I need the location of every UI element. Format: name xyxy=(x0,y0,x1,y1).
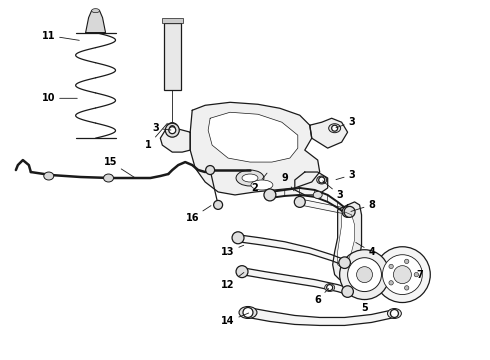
Text: 2: 2 xyxy=(251,173,267,193)
Polygon shape xyxy=(295,172,328,195)
Text: 9: 9 xyxy=(281,173,294,191)
Circle shape xyxy=(344,206,355,217)
Polygon shape xyxy=(160,128,190,152)
Ellipse shape xyxy=(325,284,335,292)
Circle shape xyxy=(170,126,175,131)
Circle shape xyxy=(405,259,409,264)
Polygon shape xyxy=(300,188,315,197)
Ellipse shape xyxy=(242,174,258,182)
Circle shape xyxy=(332,125,338,131)
Text: 15: 15 xyxy=(104,157,134,177)
Text: 14: 14 xyxy=(221,313,249,327)
Polygon shape xyxy=(338,202,347,215)
Polygon shape xyxy=(190,102,319,195)
Text: 7: 7 xyxy=(416,270,423,280)
Circle shape xyxy=(294,197,305,207)
Bar xyxy=(162,18,183,23)
Circle shape xyxy=(414,273,418,277)
Polygon shape xyxy=(238,235,344,266)
Ellipse shape xyxy=(44,172,54,180)
Ellipse shape xyxy=(313,192,322,198)
Circle shape xyxy=(347,258,382,292)
Text: 1: 1 xyxy=(145,123,168,150)
Polygon shape xyxy=(86,11,105,32)
Circle shape xyxy=(264,189,276,201)
Polygon shape xyxy=(270,190,285,198)
Circle shape xyxy=(389,264,393,269)
Polygon shape xyxy=(310,118,347,148)
Polygon shape xyxy=(328,195,338,208)
Ellipse shape xyxy=(103,174,114,182)
Circle shape xyxy=(214,201,222,210)
Ellipse shape xyxy=(317,176,327,184)
Ellipse shape xyxy=(251,180,273,190)
Bar xyxy=(164,23,181,90)
Ellipse shape xyxy=(236,170,264,186)
Circle shape xyxy=(206,166,215,175)
Circle shape xyxy=(243,307,253,318)
Circle shape xyxy=(167,123,178,134)
Circle shape xyxy=(357,267,372,283)
Text: 16: 16 xyxy=(185,206,211,223)
Polygon shape xyxy=(338,212,355,268)
Text: 6: 6 xyxy=(315,289,329,305)
Polygon shape xyxy=(285,188,300,196)
Polygon shape xyxy=(242,268,347,294)
Polygon shape xyxy=(315,190,328,202)
Circle shape xyxy=(339,257,350,269)
Ellipse shape xyxy=(239,306,257,319)
Text: 11: 11 xyxy=(42,31,79,41)
Circle shape xyxy=(342,286,353,297)
Ellipse shape xyxy=(92,9,99,13)
Circle shape xyxy=(342,206,353,217)
Text: 8: 8 xyxy=(351,200,375,211)
Circle shape xyxy=(169,127,176,134)
Polygon shape xyxy=(300,199,349,215)
Text: 3: 3 xyxy=(336,117,355,128)
Polygon shape xyxy=(208,112,298,162)
Text: 3: 3 xyxy=(336,170,355,180)
Text: 10: 10 xyxy=(42,93,77,103)
Circle shape xyxy=(405,286,409,290)
Circle shape xyxy=(393,266,412,284)
Polygon shape xyxy=(333,202,362,280)
Text: 3: 3 xyxy=(152,123,171,133)
Text: 13: 13 xyxy=(221,245,244,257)
Text: 12: 12 xyxy=(221,273,244,289)
Circle shape xyxy=(236,266,248,278)
Circle shape xyxy=(165,123,179,137)
Circle shape xyxy=(340,250,390,300)
Circle shape xyxy=(232,232,244,244)
Text: 5: 5 xyxy=(361,300,368,312)
Text: 3: 3 xyxy=(323,181,343,200)
Ellipse shape xyxy=(329,124,341,133)
Text: 4: 4 xyxy=(356,243,375,257)
Circle shape xyxy=(383,255,422,294)
Ellipse shape xyxy=(388,309,401,319)
Polygon shape xyxy=(248,307,394,325)
Circle shape xyxy=(318,177,325,183)
Circle shape xyxy=(391,310,398,318)
Circle shape xyxy=(374,247,430,302)
Circle shape xyxy=(389,281,393,285)
Circle shape xyxy=(327,285,333,291)
